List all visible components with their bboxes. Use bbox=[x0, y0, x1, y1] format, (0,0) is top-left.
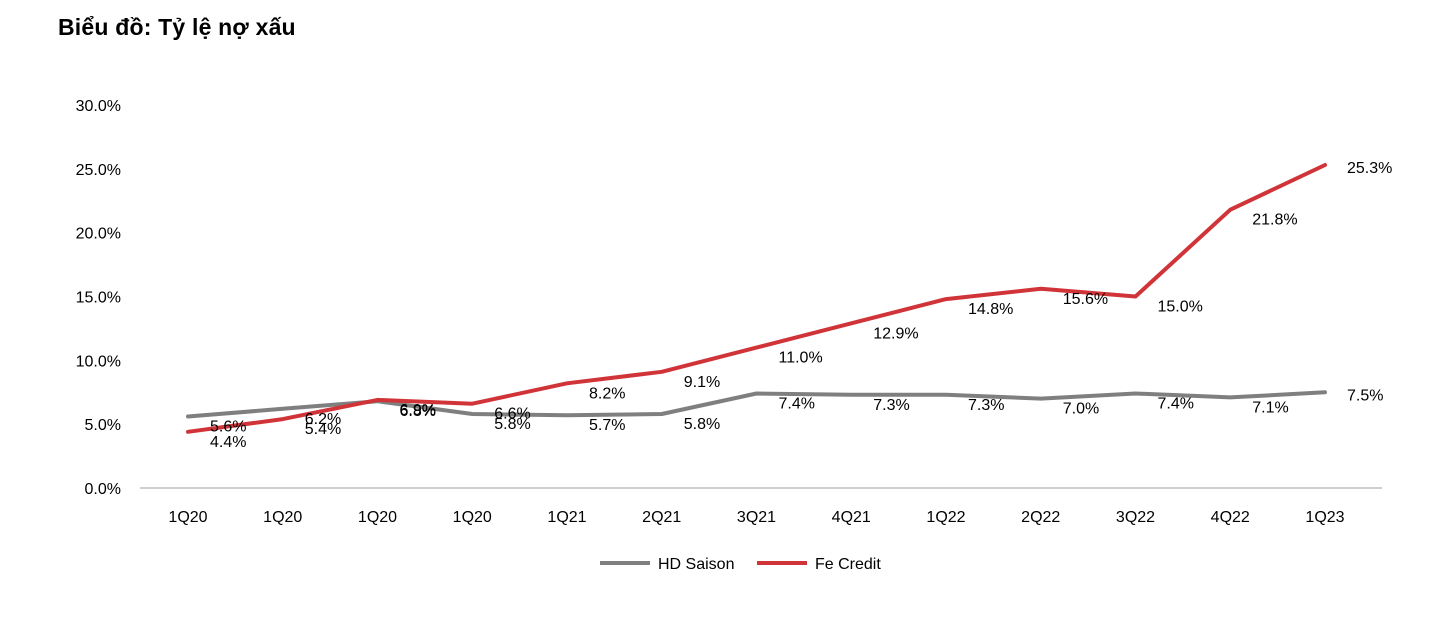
y-tick-label: 25.0% bbox=[76, 162, 121, 179]
data-label-fe-credit: 4.4% bbox=[210, 434, 246, 451]
x-tick-label: 1Q20 bbox=[453, 509, 492, 526]
y-tick-label: 10.0% bbox=[76, 353, 121, 370]
legend[interactable]: HD Saison Fe Credit bbox=[600, 556, 881, 573]
x-tick-label: 1Q22 bbox=[926, 509, 965, 526]
data-label-fe-credit: 14.8% bbox=[968, 301, 1013, 318]
data-label-hd-saison: 7.3% bbox=[873, 397, 909, 414]
y-tick-label: 20.0% bbox=[76, 226, 121, 243]
data-label-hd-saison: 7.4% bbox=[1158, 396, 1194, 413]
x-tick-label: 1Q21 bbox=[547, 509, 586, 526]
data-label-fe-credit: 15.6% bbox=[1063, 291, 1108, 308]
x-axis: 1Q20 1Q20 1Q20 1Q20 1Q21 2Q21 3Q21 4Q21 1Q22 2Q22… bbox=[168, 509, 1344, 526]
x-tick-label: 1Q20 bbox=[263, 509, 302, 526]
x-tick-label: 4Q22 bbox=[1211, 509, 1250, 526]
data-label-hd-saison: 6.8% bbox=[400, 403, 436, 420]
x-tick-label: 3Q21 bbox=[737, 509, 776, 526]
legend-label: HD Saison bbox=[658, 556, 734, 573]
series-line-fe-credit bbox=[186, 163, 1327, 434]
data-label-fe-credit: 5.4% bbox=[305, 421, 341, 438]
data-label-hd-saison: 7.3% bbox=[968, 397, 1004, 414]
x-tick-label: 1Q23 bbox=[1305, 509, 1344, 526]
data-label-hd-saison: 5.7% bbox=[589, 417, 625, 434]
y-tick-label: 15.0% bbox=[76, 290, 121, 307]
series-lines bbox=[186, 163, 1327, 434]
y-tick-label: 5.0% bbox=[85, 417, 121, 434]
x-tick-label: 1Q20 bbox=[358, 509, 397, 526]
legend-label: Fe Credit bbox=[815, 556, 881, 573]
data-label-fe-credit: 6.9% bbox=[400, 402, 436, 419]
x-tick-label: 1Q20 bbox=[168, 509, 207, 526]
data-label-fe-credit: 25.3% bbox=[1347, 160, 1392, 177]
data-label-fe-credit: 9.1% bbox=[684, 374, 720, 391]
data-labels: 5.6% 6.2% 6.8% 5.8% 5.7% 5.8% 7.4% 7.3% 7.3% 7.0%… bbox=[210, 160, 1392, 451]
data-label-fe-credit: 11.0% bbox=[779, 350, 823, 367]
data-label-hd-saison: 7.1% bbox=[1252, 399, 1288, 416]
data-label-fe-credit: 6.6% bbox=[494, 406, 530, 423]
legend-item-hd-saison[interactable]: HD Saison bbox=[600, 556, 734, 573]
data-label-fe-credit: 12.9% bbox=[873, 325, 918, 342]
y-axis: 0.0% 5.0% 10.0% 15.0% 20.0% 25.0% 30.0% bbox=[76, 98, 121, 498]
data-label-hd-saison: 7.5% bbox=[1347, 387, 1383, 404]
data-label-hd-saison: 5.8% bbox=[494, 416, 530, 433]
x-tick-label: 2Q22 bbox=[1021, 509, 1060, 526]
data-label-hd-saison: 5.8% bbox=[684, 416, 720, 433]
data-label-fe-credit: 21.8% bbox=[1252, 212, 1297, 229]
data-label-hd-saison: 7.4% bbox=[779, 396, 815, 413]
data-label-hd-saison: 6.2% bbox=[305, 411, 341, 428]
y-tick-label: 0.0% bbox=[85, 481, 121, 498]
x-tick-label: 4Q21 bbox=[832, 509, 871, 526]
data-label-hd-saison: 5.6% bbox=[210, 419, 246, 436]
legend-item-fe-credit[interactable]: Fe Credit bbox=[757, 556, 881, 573]
chart-title: Biểu đồ: Tỷ lệ nợ xấu bbox=[58, 14, 296, 40]
x-tick-label: 3Q22 bbox=[1116, 509, 1155, 526]
x-tick-label: 2Q21 bbox=[642, 509, 681, 526]
y-tick-label: 30.0% bbox=[76, 98, 121, 115]
data-label-fe-credit: 15.0% bbox=[1158, 299, 1203, 316]
data-label-hd-saison: 7.0% bbox=[1063, 401, 1099, 418]
data-label-fe-credit: 8.2% bbox=[589, 385, 625, 402]
